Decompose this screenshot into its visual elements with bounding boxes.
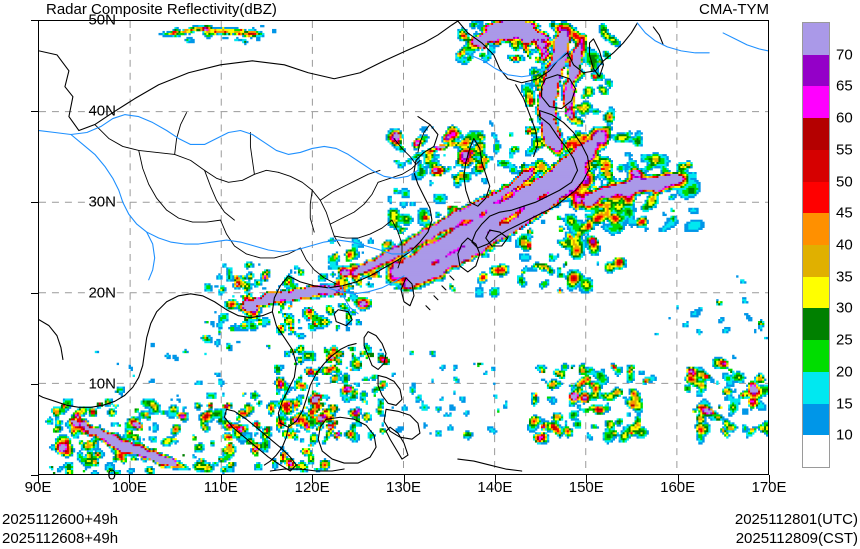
y-axis-tick: [31, 111, 39, 112]
footer-right-line2: 2025112809(CST): [735, 530, 858, 547]
y-axis-tick: [31, 384, 39, 385]
colorbar-swatch[interactable]: [803, 181, 829, 214]
map-plot-area[interactable]: [38, 20, 769, 475]
colorbar-tick-label: 10: [836, 426, 853, 444]
colorbar-swatch[interactable]: [803, 118, 829, 150]
colorbar-swatch[interactable]: [803, 245, 829, 277]
colorbar-swatch[interactable]: [803, 23, 829, 55]
y-axis-tick: [31, 202, 39, 203]
x-axis-label-120E: 120E: [294, 479, 330, 496]
colorbar-tick-label: 70: [836, 46, 853, 64]
colorbar-tick-label: 35: [836, 268, 853, 286]
colorbar-tick-label: 15: [836, 395, 853, 413]
colorbar[interactable]: 70 65 60 55 50 45 40 35 30 25 20 15 10: [802, 22, 853, 468]
colorbar-swatch[interactable]: [803, 276, 829, 309]
colorbar-tick-label: 55: [836, 141, 853, 159]
y-axis-label-50N: 50N: [88, 11, 116, 29]
radar-echo-layer: [44, 21, 768, 474]
colorbar-swatch[interactable]: [803, 213, 829, 245]
y-axis-label-30N: 30N: [88, 193, 116, 211]
x-axis-label-140E: 140E: [477, 479, 513, 496]
x-axis-label-130E: 130E: [385, 479, 422, 496]
colorbar-swatch[interactable]: [803, 371, 829, 404]
x-axis-label-160E: 160E: [660, 479, 696, 496]
footer-left-line1: 2025112600+49h: [2, 511, 119, 528]
x-axis-tick: [769, 475, 770, 483]
y-axis-label-10N: 10N: [88, 375, 116, 393]
x-axis-tick: [312, 475, 314, 483]
footer-right-line1: 2025112801(UTC): [734, 511, 858, 528]
x-axis-tick: [677, 475, 679, 483]
colorbar-tick-label: 30: [836, 299, 853, 317]
x-axis-label-90E: 90E: [24, 479, 52, 496]
geography-layer: [39, 21, 768, 472]
colorbar-swatch[interactable]: [803, 435, 829, 467]
colorbar-swatch[interactable]: [803, 308, 829, 341]
colorbar-tick-label: 25: [836, 331, 853, 349]
y-axis-tick: [31, 20, 39, 21]
x-axis-tick: [129, 475, 131, 483]
colorbar-swatch[interactable]: [803, 340, 829, 372]
y-axis-label-0: 0: [107, 466, 116, 484]
colorbar-swatch[interactable]: [803, 86, 829, 119]
colorbar-swatch[interactable]: [803, 54, 829, 87]
y-axis-label-40N: 40N: [88, 102, 116, 120]
x-axis-label-110E: 110E: [203, 479, 238, 496]
colorbar-tick-label: 40: [836, 236, 853, 254]
colorbar-tick-label: 65: [836, 77, 853, 95]
x-axis-label-100E: 100E: [111, 479, 147, 496]
x-axis-tick: [403, 475, 405, 483]
colorbar-swatch[interactable]: [803, 403, 829, 436]
colorbar-swatch[interactable]: [803, 149, 829, 182]
colorbar-tick-label: 50: [836, 173, 853, 191]
x-axis-tick: [494, 475, 496, 483]
page-title: Radar Composite Reflectivity(dBZ): [46, 1, 277, 18]
x-axis-tick: [220, 475, 222, 483]
y-axis-label-20N: 20N: [88, 284, 116, 302]
map-canvas: [39, 21, 768, 474]
x-axis-tick: [38, 475, 39, 483]
colorbar-tick-label: 60: [836, 109, 853, 127]
source-label: CMA-TYM: [699, 1, 769, 18]
x-axis-label-170E: 170E: [751, 479, 787, 496]
x-axis-tick: [586, 475, 588, 483]
colorbar-tick-label: 20: [836, 363, 853, 381]
x-axis-label-150E: 150E: [568, 479, 604, 496]
footer-left-line2: 2025112608+49h: [2, 530, 119, 547]
colorbar-tick-label: 45: [836, 204, 853, 222]
y-axis-tick: [31, 293, 39, 294]
y-axis-tick: [31, 475, 39, 476]
